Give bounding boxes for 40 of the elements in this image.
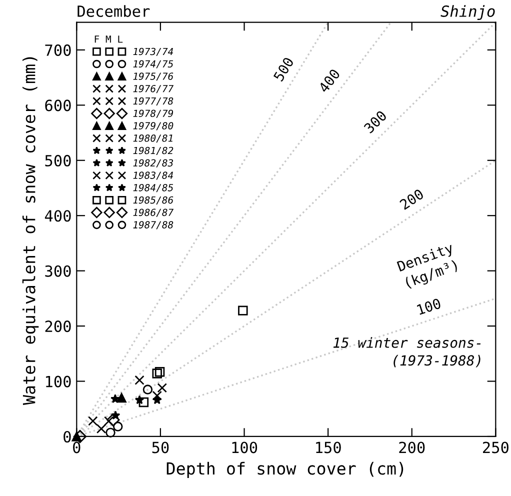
annotation: 100 xyxy=(416,298,442,315)
y-tick-label: 600 xyxy=(45,100,71,112)
legend-label: 1987/88 xyxy=(133,221,174,230)
x-tick-label: 150 xyxy=(316,442,341,454)
legend-label: 1986/87 xyxy=(133,208,174,217)
x-tick-label: 100 xyxy=(232,442,258,454)
legend-label: 1982/83 xyxy=(133,159,174,168)
legend-label: 1984/85 xyxy=(133,184,174,192)
legend-label: 1973/74 xyxy=(133,48,173,56)
legend-title: F M L xyxy=(94,36,123,43)
legend-label: 1979/80 xyxy=(133,122,174,130)
legend-label: 1978/79 xyxy=(133,110,174,118)
legend-label: 1983/84 xyxy=(133,172,173,180)
x-tick-label: 250 xyxy=(483,442,508,454)
annotation: 200 xyxy=(399,188,424,210)
annotation: 300 xyxy=(363,110,388,134)
legend-label: 1976/77 xyxy=(133,84,174,94)
chart-subtitle: Shinjo xyxy=(440,5,495,20)
y-tick-label: 300 xyxy=(45,265,71,277)
y-tick-label: 200 xyxy=(45,320,71,332)
y-tick-label: 700 xyxy=(45,44,71,56)
legend-label: 1974/75 xyxy=(133,60,174,68)
y-tick-label: 0 xyxy=(64,430,71,443)
x-axis-title: Depth of snow cover (cm) xyxy=(166,462,404,478)
y-tick-label: 500 xyxy=(45,154,71,166)
y-tick-label: 100 xyxy=(46,376,71,388)
legend-label: 1981/82 xyxy=(133,146,174,155)
chart-title: December xyxy=(78,5,150,17)
y-tick-label: 400 xyxy=(44,210,71,222)
x-tick-label: 50 xyxy=(152,442,169,454)
annotation: 500 xyxy=(273,56,294,82)
x-tick-label: 0 xyxy=(73,442,80,454)
y-axis-title: Water equivalent of snow cover (mm) xyxy=(22,57,39,405)
legend-label: 1977/78 xyxy=(133,97,174,106)
annotation: 15 winter seasons- (1973-1988) xyxy=(333,337,481,368)
legend-label: 1975/76 xyxy=(133,72,174,81)
legend-label: 1985/86 xyxy=(133,196,174,204)
legend-label: 1980/81 xyxy=(133,134,172,143)
annotation: 400 xyxy=(318,68,341,94)
x-tick-label: 200 xyxy=(399,442,425,454)
